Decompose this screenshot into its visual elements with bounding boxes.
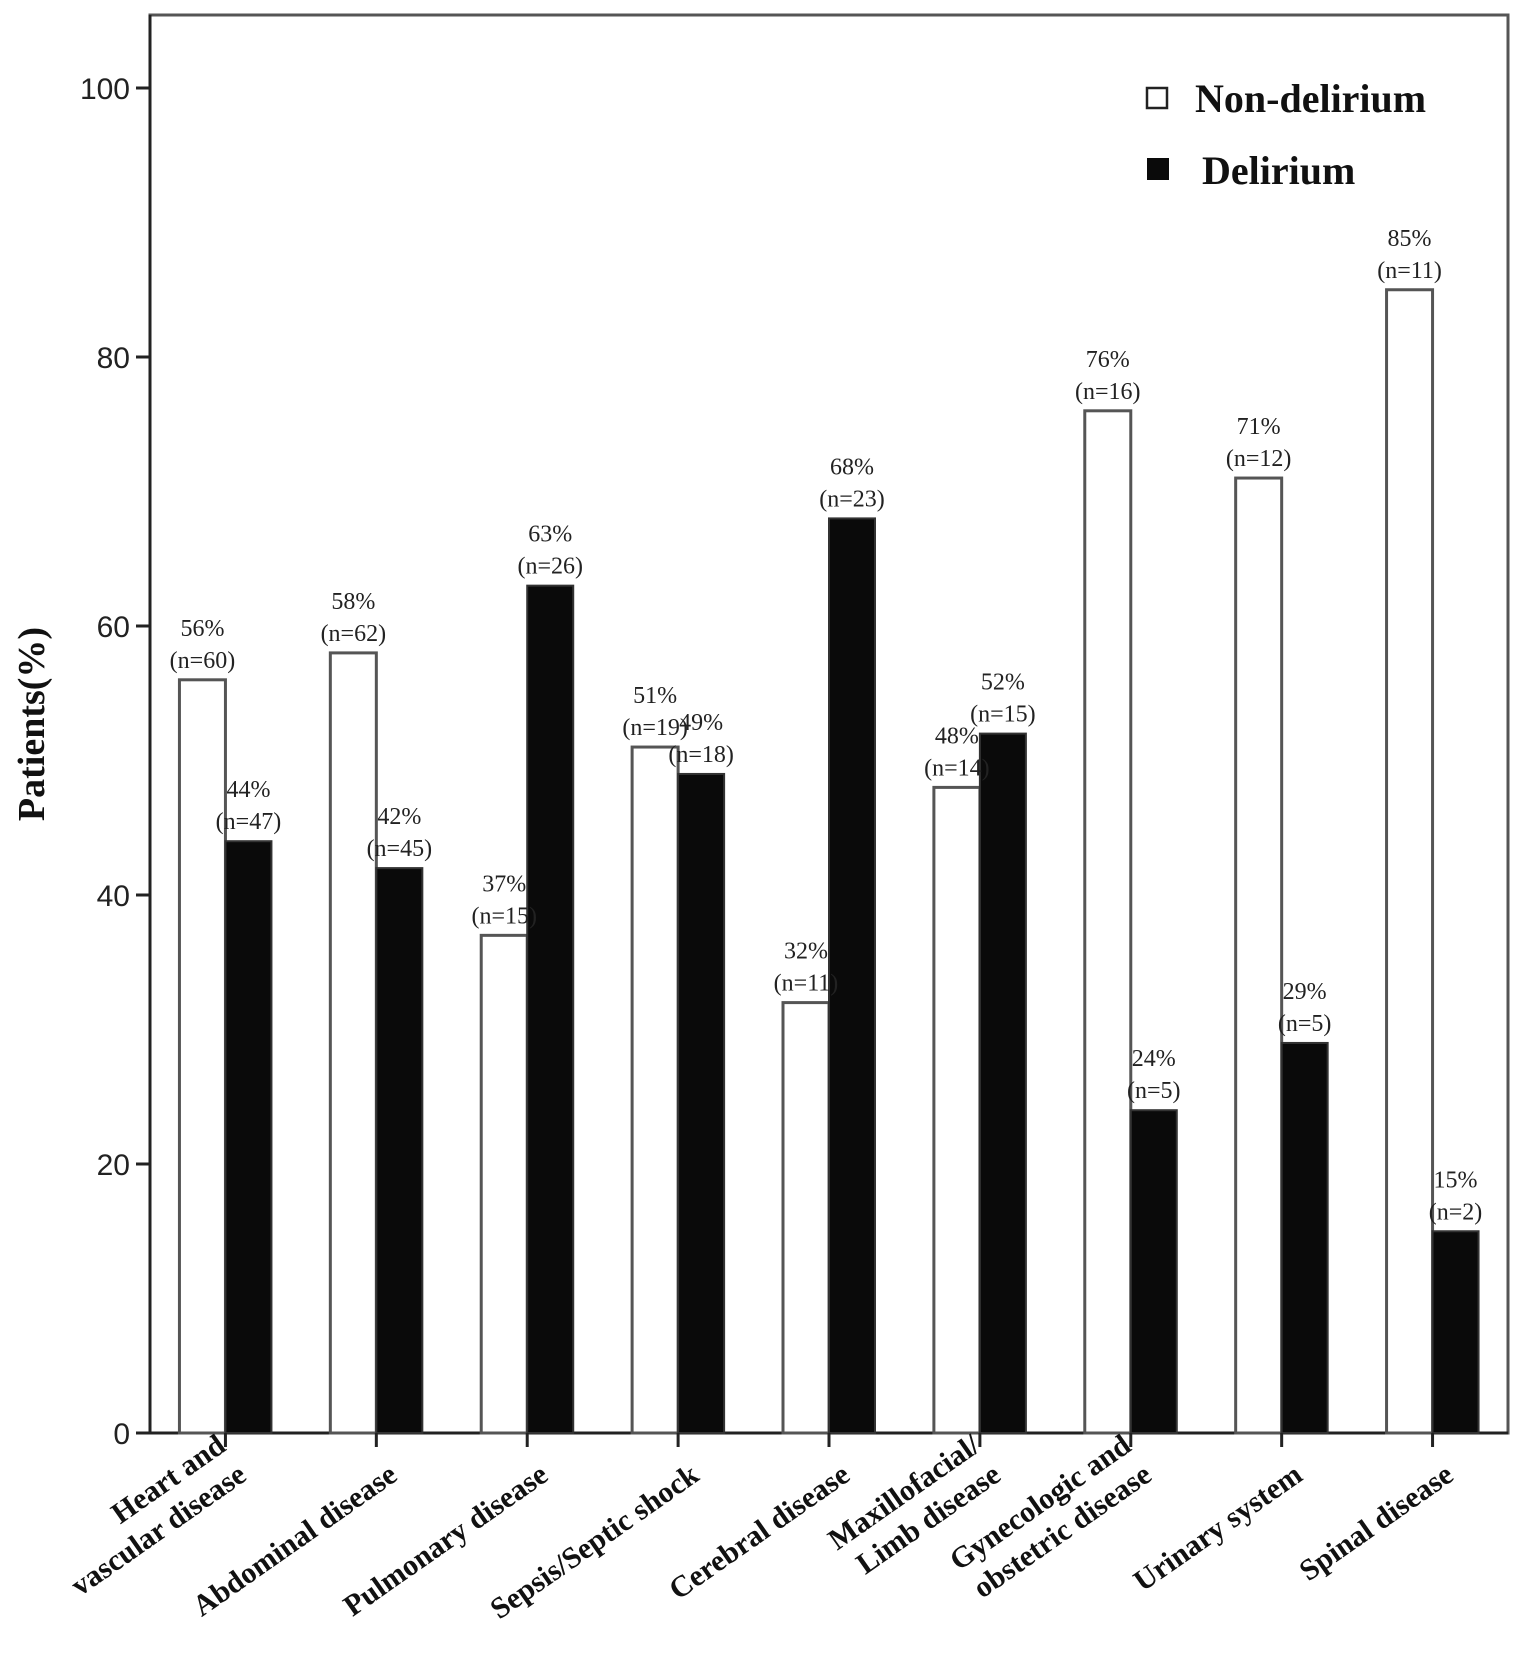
bar-delirium xyxy=(677,772,726,1434)
data-label-percent: 58% xyxy=(331,589,375,615)
data-label-percent: 51% xyxy=(633,683,677,709)
data-label-count: (n=11) xyxy=(1377,258,1442,284)
data-label-count: (n=62) xyxy=(321,621,387,647)
bar-non-delirium xyxy=(781,1001,831,1435)
x-category-label: Urinary system xyxy=(1128,1458,1309,1598)
data-label-count: (n=15) xyxy=(970,702,1036,728)
bar-delirium xyxy=(224,840,273,1434)
legend: Non-delirium Delirium xyxy=(1145,76,1426,193)
data-label-percent: 15% xyxy=(1434,1167,1478,1193)
data-label-percent: 52% xyxy=(981,670,1025,696)
data-label-percent: 48% xyxy=(935,723,979,749)
data-label-count: (n=47) xyxy=(216,809,282,835)
data-label-count: (n=12) xyxy=(1226,446,1292,472)
bar-delirium xyxy=(1280,1041,1329,1434)
legend-label-delirium: Delirium xyxy=(1202,148,1355,193)
data-label-percent: 37% xyxy=(482,871,526,897)
y-tick-label: 40 xyxy=(97,880,130,913)
bar-non-delirium xyxy=(932,785,982,1435)
bar-non-delirium xyxy=(1083,409,1133,1435)
legend-swatch-non-delirium xyxy=(1145,86,1169,110)
x-ticks xyxy=(223,1433,1435,1447)
data-label-count: (n=60) xyxy=(170,648,236,674)
x-category-label-line: Spinal disease xyxy=(1293,1458,1459,1588)
bar-non-delirium xyxy=(1234,476,1284,1435)
x-category-label-line: Urinary system xyxy=(1128,1458,1309,1598)
data-label-count: (n=15) xyxy=(471,903,537,929)
y-ticks: 0 20 40 60 80 100 xyxy=(80,73,150,1451)
y-tick-label: 20 xyxy=(97,1149,130,1182)
data-label-percent: 42% xyxy=(377,804,421,830)
bar-delirium xyxy=(828,517,876,1434)
data-label-count: (n=19) xyxy=(622,715,688,741)
bar-delirium xyxy=(375,867,424,1434)
data-label-count: (n=14) xyxy=(924,755,990,781)
bar-non-delirium xyxy=(1385,288,1435,1435)
y-tick-label: 80 xyxy=(97,342,130,375)
y-tick-label: 60 xyxy=(97,611,130,644)
data-label-count: (n=5) xyxy=(1278,1011,1332,1037)
data-label-count: (n=16) xyxy=(1075,379,1141,405)
bars xyxy=(177,288,1480,1435)
data-label-percent: 44% xyxy=(226,777,270,803)
bar-delirium xyxy=(1129,1109,1178,1434)
data-label-percent: 68% xyxy=(830,454,874,480)
data-label-percent: 49% xyxy=(679,710,723,736)
data-label-percent: 29% xyxy=(1283,979,1327,1005)
data-label-percent: 63% xyxy=(528,522,572,548)
legend-label-non-delirium: Non-delirium xyxy=(1195,76,1426,121)
data-label-count: (n=11) xyxy=(774,971,839,997)
data-labels: 56% (n=60) 44% (n=47) 58% (n=62) 42% (n=45) 37% (… xyxy=(170,226,1483,1226)
bar-non-delirium xyxy=(177,678,227,1435)
x-category-label: Spinal disease xyxy=(1293,1458,1459,1588)
bar-non-delirium xyxy=(479,933,529,1435)
bar-delirium xyxy=(978,732,1027,1434)
data-label-percent: 71% xyxy=(1237,414,1281,440)
data-label-percent: 56% xyxy=(180,616,224,642)
data-label-percent: 24% xyxy=(1132,1046,1176,1072)
data-label-count: (n=45) xyxy=(367,836,433,862)
bar-non-delirium xyxy=(630,745,680,1435)
y-tick-label: 100 xyxy=(80,73,130,106)
bar-delirium xyxy=(526,584,575,1434)
data-label-percent: 76% xyxy=(1086,347,1130,373)
y-tick-label: 0 xyxy=(113,1418,130,1451)
bar-non-delirium xyxy=(328,651,378,1435)
legend-swatch-delirium xyxy=(1147,158,1169,180)
bar-delirium xyxy=(1431,1230,1480,1434)
data-label-count: (n=2) xyxy=(1429,1199,1483,1225)
data-label-count: (n=26) xyxy=(517,554,583,580)
data-label-count: (n=18) xyxy=(668,742,734,768)
data-label-percent: 85% xyxy=(1388,226,1432,252)
data-label-count: (n=5) xyxy=(1127,1078,1181,1104)
data-label-count: (n=23) xyxy=(819,486,885,512)
y-axis-label: Patients(%) xyxy=(11,627,53,821)
data-label-percent: 32% xyxy=(784,939,828,965)
